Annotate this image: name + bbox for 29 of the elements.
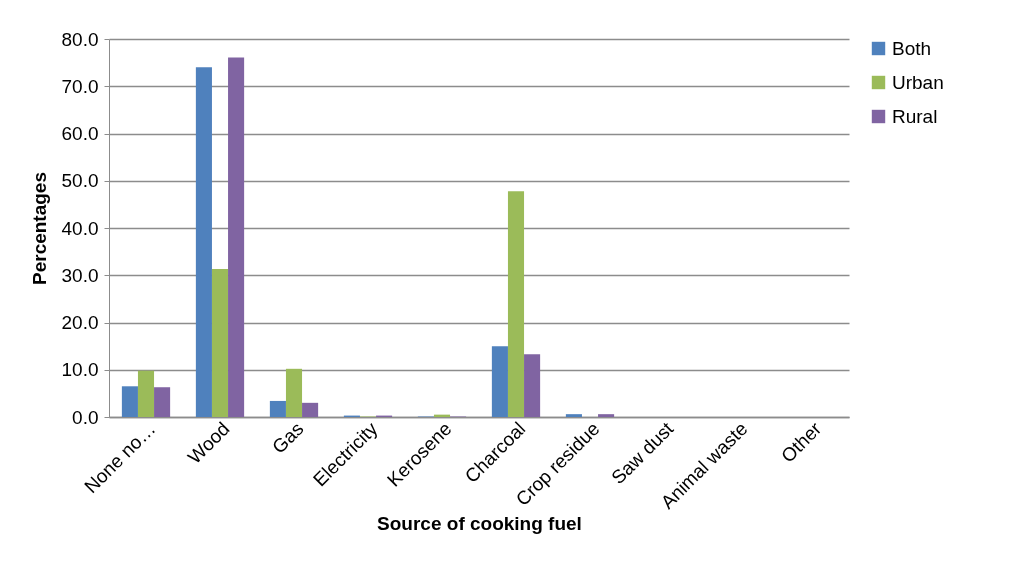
bar [228, 57, 245, 417]
bar [211, 269, 229, 417]
y-tick-label: 30.0 [61, 264, 99, 286]
bar [137, 370, 155, 417]
bar [491, 346, 508, 417]
legend-label: Both [892, 37, 932, 59]
bar [154, 387, 171, 417]
y-tick-label: 50.0 [61, 170, 99, 192]
y-tick-label: 10.0 [61, 359, 99, 381]
y-tick-label: 20.0 [61, 312, 99, 333]
x-axis-title: Source of cooking fuel [377, 512, 582, 534]
bar [507, 191, 525, 417]
bar [195, 67, 212, 417]
y-tick-label: 80.0 [61, 28, 99, 50]
bar [598, 414, 615, 417]
bar [121, 386, 138, 417]
y-axis-title: Percentages [28, 171, 50, 286]
bar [565, 414, 582, 417]
y-tick-label: 40.0 [61, 217, 99, 239]
x-tick-label: Gas [267, 418, 308, 458]
bar [269, 400, 286, 417]
y-tick-label: 70.0 [61, 75, 99, 97]
legend-label: Rural [892, 105, 938, 127]
bar [524, 354, 541, 417]
y-tick-label: 60.0 [61, 123, 99, 144]
legend-label: Urban [892, 71, 944, 93]
bar [285, 368, 303, 417]
y-tick-label: 0.0 [72, 406, 99, 428]
bar [302, 402, 319, 417]
